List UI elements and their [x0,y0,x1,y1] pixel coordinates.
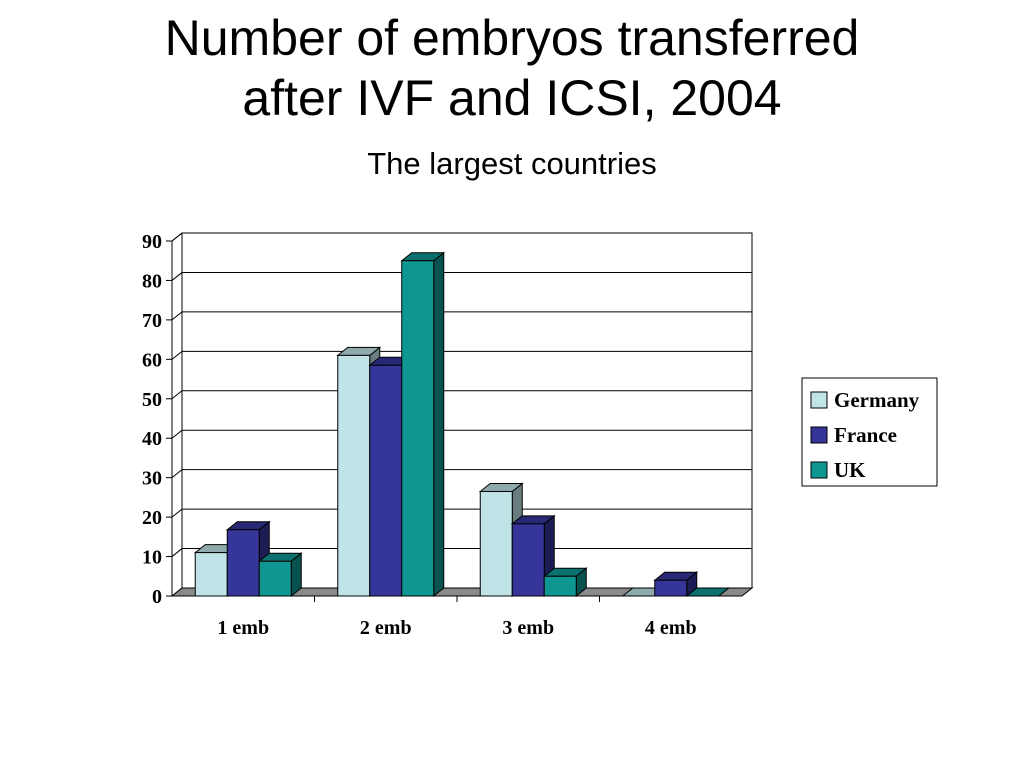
bar-uk-1 [257,552,303,598]
side-gridline [171,390,183,400]
side-gridline [171,272,183,281]
bar-front-face [369,364,403,597]
bar-front-face [258,560,292,597]
legend-swatch-france [810,426,828,444]
legend-swatch-germany [810,391,828,409]
bar-france-4 [653,571,699,598]
y-tick-label: 40 [142,428,162,450]
chart-title: Number of embryos transferred after IVF … [0,8,1024,128]
y-tick-label: 80 [142,270,162,292]
y-tick-label: 60 [142,349,162,371]
bar-front-face [543,575,577,597]
x-tick-label: 4 emb [645,617,697,639]
y-tick-label: 30 [142,468,162,490]
y-tick-label: 20 [142,507,162,529]
side-gridline [171,548,183,557]
legend-label-france: France [834,423,897,447]
bar-front-face [654,579,688,597]
y-tick-label: 50 [142,389,162,411]
axis-layer: 0 10 20 30 40 50 60 70 80 90 1 emb 2 emb 3 emb 4 emb [142,231,697,639]
y-tick-label: 10 [142,547,162,569]
bar-uk-4 [685,587,731,597]
bar-front-face [511,523,545,597]
x-tick-label: 1 emb [217,617,269,639]
chart-title-line2: after IVF and ICSI, 2004 [242,70,782,126]
bar-side-face [433,251,445,598]
legend-swatch-uk [810,461,828,479]
chart-title-line1: Number of embryos transferred [164,10,860,66]
legend-label-germany: Germany [834,388,920,412]
y-tick-label: 70 [142,310,162,332]
side-gridline [171,311,183,321]
legend: Germany France UK [801,377,938,487]
side-gridline [171,429,183,439]
bar-front-face [401,260,435,597]
bar-front-face [337,354,371,597]
x-tick-label: 3 emb [502,617,554,639]
side-gridline [171,232,183,242]
y-tick-label: 90 [142,231,162,253]
bar-uk-3 [542,567,588,598]
side-gridline [171,508,183,518]
bar-top-face [685,587,731,597]
bar-front-face [479,490,513,597]
x-tick-label: 2 emb [360,617,412,639]
bar-front-face [226,529,260,597]
legend-label-uk: UK [834,458,866,482]
bars-layer [193,251,731,598]
side-gridline [171,350,183,360]
bar-uk-2 [400,251,446,598]
bar-front-face [194,552,228,597]
chart-subtitle: The largest countries [367,146,657,181]
y-tick-label: 0 [152,586,162,608]
side-gridline [171,469,183,479]
